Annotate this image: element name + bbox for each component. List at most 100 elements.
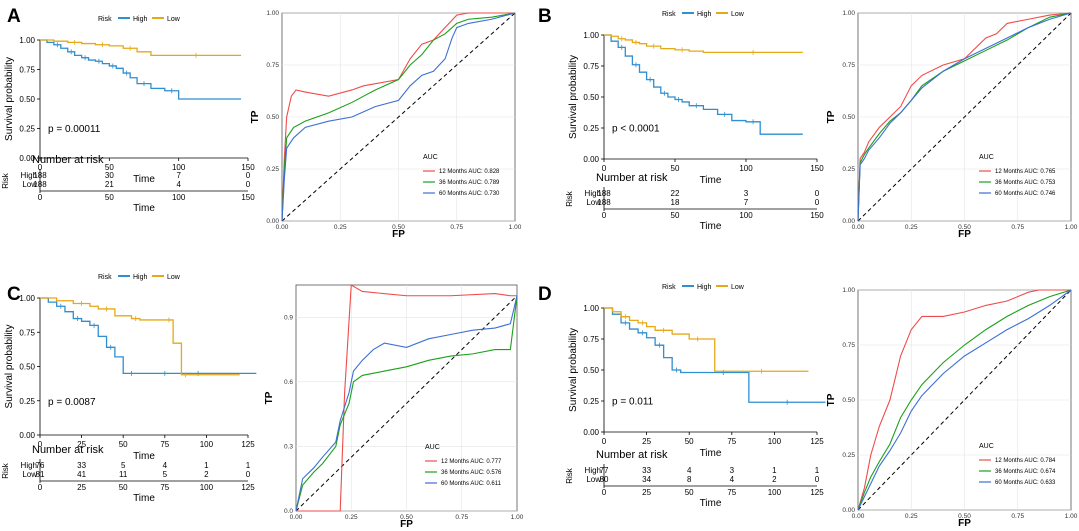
roc-curve-60-months [857,12,1072,222]
km-x-tick-label: 50 [685,437,694,446]
roc-curve-12-months [857,12,1072,222]
roc-y-title: TP [826,110,837,123]
panel-label: B [538,6,552,27]
risk-x-tick-label: 0 [38,193,43,202]
roc-x-title: FP [392,229,405,240]
roc-y-tick-label: 0.50 [842,114,855,121]
risk-row-low-label: Low [586,475,601,484]
risk-x-tick-label: 125 [241,483,255,492]
roc-x-tick-label: 0.50 [958,513,971,520]
risk-x-tick-label: 50 [105,193,114,202]
roc-y-title: TP [826,393,837,406]
risk-count-low: 0 [246,470,251,479]
risk-x-tick-label: 100 [739,211,753,220]
roc-curve-60-months [281,12,516,222]
roc-reference-diagonal [857,289,1072,511]
km-y-title: Survival probability [4,57,15,141]
km-y-tick-label: 0.25 [19,125,35,134]
risk-count-low: 4 [176,180,181,189]
roc-y-tick-label: 0.00 [842,218,855,225]
roc-x-tick-label: 0.00 [290,514,303,521]
legend-low-label: Low [167,274,181,281]
roc-y-tick-label: 0.3 [284,443,293,450]
risk-count-high: 3 [730,466,735,475]
risk-count-low: 188 [597,198,611,207]
km-curve-high [40,39,242,100]
km-x-tick-label: 150 [810,164,824,173]
km-curve-high [40,297,257,374]
risk-count-low: 7 [744,198,749,207]
km-y-tick-label: 1.00 [19,36,35,45]
roc-y-tick-label: 1.00 [266,10,279,17]
roc-legend-label: 60 Months AUC: 0.746 [995,191,1056,197]
risk-x-tick-label: 100 [768,488,782,497]
km-y-tick-label: 0.50 [19,95,35,104]
km-y-tick-label: 0.75 [583,62,599,71]
km-pvalue: p = 0.011 [612,397,654,408]
risk-x-tick-label: 75 [727,488,736,497]
roc-legend-title: AUC [425,444,440,451]
roc-legend-title: AUC [979,154,994,161]
risk-count-high: 4 [163,461,168,470]
legend-title: Risk [98,16,112,23]
risk-x-title: Time [133,493,155,504]
risk-count-high: 77 [600,466,609,475]
roc-x-tick-label: 1.00 [511,514,524,521]
risk-axis-label: Risk [1,172,10,189]
km-y-tick-label: 0.00 [583,428,599,437]
risk-x-tick-label: 25 [77,483,86,492]
km-x-title: Time [133,174,155,185]
km-x-tick-label: 75 [727,437,736,446]
risk-x-tick-label: 0 [602,488,607,497]
risk-table-title: Number at risk [596,449,668,461]
roc-y-tick-label: 0.25 [266,166,279,173]
km-x-tick-label: 150 [241,163,255,172]
km-pvalue: p = 0.0087 [48,397,96,408]
roc-legend-label: 12 Months AUC: 0.828 [439,169,500,175]
roc-curve-36-months [281,12,516,222]
km-pvalue: p = 0.00011 [48,124,101,135]
km-y-tick-label: 0.25 [583,397,599,406]
risk-count-high: 188 [33,171,47,180]
risk-axis-label: Risk [565,190,574,207]
roc-reference-diagonal [857,12,1072,222]
km-curve-low [40,39,242,56]
roc-legend-label: 12 Months AUC: 0.765 [995,169,1056,175]
roc-curve-12-months [296,284,517,512]
km-x-tick-label: 0 [602,164,607,173]
risk-count-high: 3 [744,189,749,198]
km-curve-low [604,34,803,54]
km-x-tick-label: 100 [172,163,186,172]
risk-count-low: 0 [815,475,820,484]
roc-curve-36-months [857,12,1072,222]
roc-x-tick-label: 0.25 [905,513,918,520]
roc-y-tick-label: 0.00 [842,507,855,514]
km-y-tick-label: 0.00 [19,431,35,440]
roc-y-tick-label: 0.9 [284,314,293,321]
risk-row-low-label: Low [22,470,37,479]
km-y-tick-label: 0.50 [19,363,35,372]
risk-count-high: 0 [815,189,820,198]
roc-x-tick-label: 0.75 [455,514,468,521]
risk-count-high: 1 [204,461,209,470]
km-x-tick-label: 50 [105,163,114,172]
km-y-title: Survival probability [4,325,15,409]
roc-curve-36-months [295,295,518,512]
roc-legend-label: 60 Months AUC: 0.633 [995,480,1056,486]
roc-legend-label: 36 Months AUC: 0.789 [439,180,500,186]
risk-count-high: 30 [105,171,114,180]
legend-title: Risk [98,274,112,281]
risk-x-title: Time [700,221,722,232]
roc-curve-12-months [281,12,515,222]
km-y-tick-label: 1.00 [583,304,599,313]
risk-count-low: 18 [671,198,680,207]
roc-x-tick-label: 0.50 [400,514,413,521]
roc-legend-label: 36 Months AUC: 0.753 [995,180,1056,186]
roc-x-tick-label: 0.75 [1011,224,1024,231]
risk-count-low: 21 [105,180,114,189]
km-x-tick-label: 0 [38,440,43,449]
km-x-tick-label: 100 [200,440,214,449]
risk-x-tick-label: 100 [200,483,214,492]
roc-legend-label: 36 Months AUC: 0.674 [995,469,1056,475]
